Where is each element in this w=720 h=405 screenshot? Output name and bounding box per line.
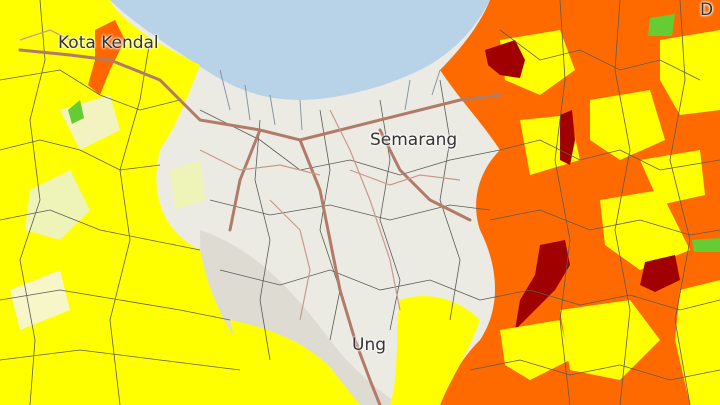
region-center-light[interactable]: [170, 160, 205, 210]
region-darkred-3[interactable]: [515, 240, 570, 330]
region-darkred-1[interactable]: [485, 40, 525, 78]
region-kendal-orange[interactable]: [88, 20, 125, 95]
region-green-east-1[interactable]: [648, 14, 675, 36]
region-east-yellow-5[interactable]: [660, 30, 720, 115]
rivers: [219, 69, 441, 131]
region-green-west[interactable]: [68, 100, 84, 124]
region-south-yellow-3[interactable]: [500, 320, 570, 380]
region-green-east-2[interactable]: [692, 238, 720, 252]
region-west-light-1[interactable]: [25, 170, 90, 240]
region-east-yellow-4[interactable]: [560, 300, 660, 380]
region-east-yellow-2[interactable]: [590, 90, 665, 160]
minor-roads: [19, 29, 461, 321]
label-semarang: Semarang: [370, 130, 458, 150]
region-east-yellow-8[interactable]: [640, 150, 705, 205]
region-darkred-4[interactable]: [640, 255, 680, 292]
region-darkred-2[interactable]: [560, 110, 575, 165]
region-south-yellow-1[interactable]: [230, 320, 360, 405]
label-kota-kendal: Kota Kendal: [58, 33, 159, 53]
region-east-yellow-3[interactable]: [600, 190, 690, 270]
label-ungaran: Ung: [352, 335, 387, 355]
sea: [110, 0, 490, 100]
region-east-yellow-7[interactable]: [675, 280, 720, 405]
main-roads: [18, 48, 502, 405]
region-south-yellow-2[interactable]: [390, 296, 480, 405]
label-demak: D: [700, 0, 714, 20]
region-east-yellow-1[interactable]: [500, 30, 575, 95]
